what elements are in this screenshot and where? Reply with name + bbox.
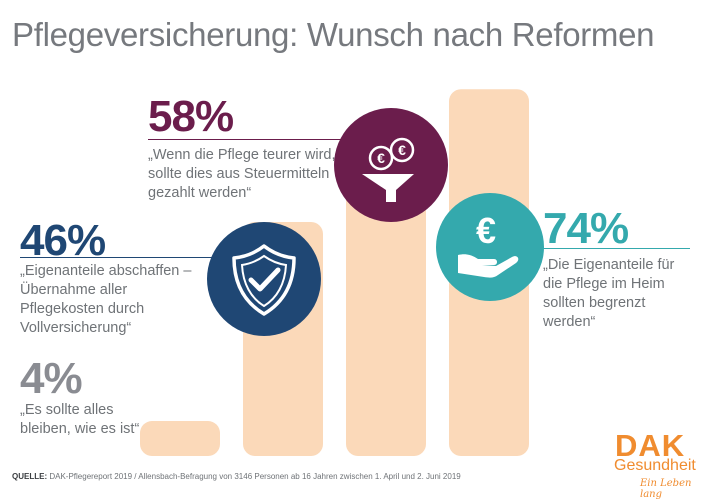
euro-hand-icon: € <box>458 210 519 278</box>
svg-text:€: € <box>476 210 496 251</box>
rule-58 <box>148 139 348 140</box>
circle-74: € <box>436 193 544 301</box>
logo-brand: DAK <box>615 428 686 463</box>
page-title: Pflegeversicherung: Wunsch nach Reformen <box>12 16 655 53</box>
rule-46 <box>20 257 225 258</box>
svg-text:€: € <box>377 150 385 166</box>
coins-funnel-icon: € € <box>362 137 415 202</box>
pct-label-74: 74% <box>543 204 629 253</box>
pct-label-4: 4% <box>20 354 83 403</box>
quote-4: „Es sollte alles bleiben, wie es ist“ <box>20 402 140 437</box>
bar-4 <box>140 421 220 456</box>
source-note: QUELLE: DAK-Pflegereport 2019 / Allensba… <box>12 472 461 481</box>
quote-46: „Eigenanteile abschaffen – Übernahme all… <box>20 263 192 336</box>
circle-46 <box>207 222 321 336</box>
pct-label-46: 46% <box>20 216 106 265</box>
quote-74: „Die Eigenanteile für die Pflege im Heim… <box>543 257 675 330</box>
source-label: QUELLE: <box>12 472 48 481</box>
circle-58: € € <box>334 108 448 222</box>
quote-58: „Wenn die Pflege teurer wird, sollte die… <box>148 147 336 201</box>
source-text: DAK-Pflegereport 2019 / Allensbach-Befra… <box>49 472 461 481</box>
shield-check-icon <box>232 244 296 316</box>
bar-58 <box>346 165 426 456</box>
rule-74 <box>540 248 690 249</box>
logo-name: Gesundheit <box>614 457 696 474</box>
pct-label-58: 58% <box>148 92 234 141</box>
svg-text:€: € <box>398 142 406 158</box>
logo-tagline: Ein Leben lang <box>640 478 692 500</box>
